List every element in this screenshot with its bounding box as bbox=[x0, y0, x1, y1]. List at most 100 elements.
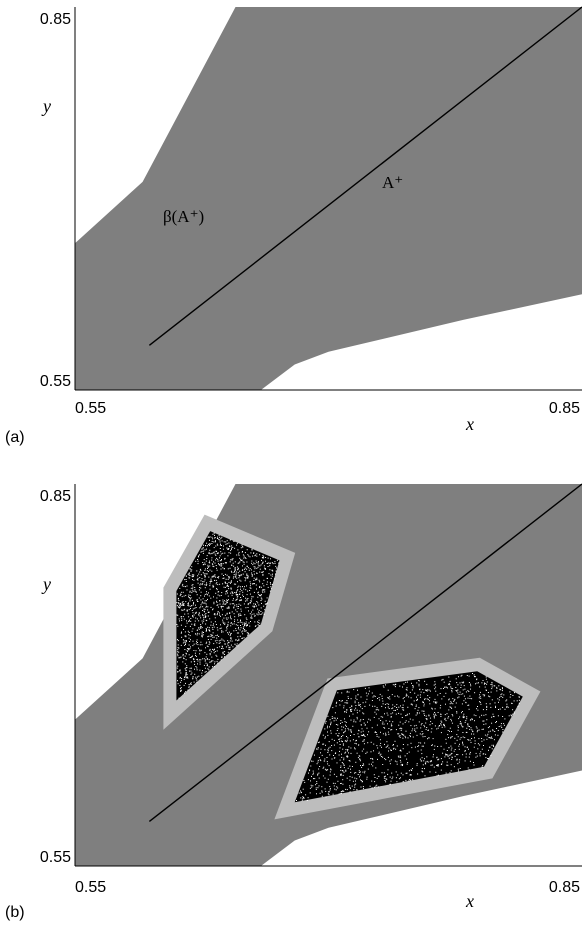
speckle-dot bbox=[179, 676, 181, 678]
speckle-dot bbox=[449, 706, 451, 708]
speckle-dot bbox=[184, 677, 186, 678]
speckle-dot bbox=[441, 698, 443, 700]
speckle-dot bbox=[440, 724, 442, 726]
speckle-dot bbox=[361, 728, 363, 730]
speckle-dot bbox=[224, 573, 226, 575]
speckle-dot bbox=[476, 731, 478, 733]
speckle-dot bbox=[250, 621, 251, 622]
speckle-dot bbox=[457, 736, 459, 738]
speckle-dot bbox=[231, 559, 233, 561]
speckle-dot bbox=[410, 742, 412, 744]
speckle-dot bbox=[373, 774, 375, 776]
speckle-dot bbox=[468, 682, 470, 683]
speckle-dot bbox=[482, 720, 484, 722]
speckle-dot bbox=[324, 768, 326, 770]
speckle-dot bbox=[412, 736, 414, 738]
speckle-dot bbox=[237, 608, 239, 609]
speckle-dot bbox=[199, 615, 201, 617]
speckle-dot bbox=[198, 628, 200, 630]
speckle-dot bbox=[410, 725, 412, 727]
speckle-dot bbox=[246, 549, 248, 551]
speckle-dot bbox=[212, 660, 214, 662]
speckle-dot bbox=[199, 571, 201, 573]
speckle-dot bbox=[197, 632, 199, 634]
speckle-dot bbox=[477, 729, 479, 731]
speckle-dot bbox=[494, 731, 496, 732]
speckle-dot bbox=[179, 684, 181, 686]
speckle-dot bbox=[345, 749, 347, 751]
speckle-dot bbox=[315, 784, 317, 786]
speckle-dot bbox=[362, 734, 364, 736]
speckle-dot bbox=[345, 730, 346, 732]
speckle-dot bbox=[345, 724, 346, 726]
speckle-dot bbox=[347, 737, 349, 739]
speckle-dot bbox=[206, 593, 208, 595]
speckle-dot bbox=[435, 690, 437, 692]
speckle-dot bbox=[363, 739, 365, 741]
speckle-dot bbox=[478, 729, 480, 731]
speckle-dot bbox=[327, 769, 329, 771]
speckle-dot bbox=[259, 571, 261, 573]
speckle-dot bbox=[472, 673, 473, 674]
speckle-dot bbox=[445, 753, 447, 755]
speckle-dot bbox=[253, 583, 255, 585]
speckle-dot bbox=[193, 659, 195, 661]
speckle-dot bbox=[445, 720, 447, 722]
speckle-dot bbox=[240, 610, 242, 612]
speckle-dot bbox=[331, 716, 333, 718]
speckle-dot bbox=[185, 581, 187, 582]
speckle-dot bbox=[496, 728, 497, 729]
speckle-dot bbox=[223, 586, 225, 588]
speckle-dot bbox=[444, 714, 446, 716]
speckle-dot bbox=[202, 572, 204, 574]
speckle-dot bbox=[440, 758, 442, 760]
speckle-dot bbox=[388, 728, 390, 729]
speckle-dot bbox=[341, 726, 343, 728]
speckle-dot bbox=[195, 591, 197, 593]
speckle-dot bbox=[257, 621, 259, 623]
speckle-dot bbox=[241, 599, 242, 601]
speckle-dot bbox=[236, 590, 238, 592]
speckle-dot bbox=[214, 574, 216, 576]
speckle-dot bbox=[253, 606, 255, 608]
speckle-dot bbox=[197, 563, 199, 565]
speckle-dot bbox=[307, 779, 309, 781]
speckle-dot bbox=[261, 613, 263, 615]
speckle-dot bbox=[332, 793, 334, 795]
speckle-dot bbox=[370, 751, 372, 753]
speckle-dot bbox=[223, 602, 225, 604]
speckle-dot bbox=[250, 552, 252, 554]
speckle-dot bbox=[333, 720, 335, 722]
speckle-dot bbox=[196, 629, 198, 631]
speckle-dot bbox=[386, 712, 388, 714]
speckle-dot bbox=[190, 670, 192, 672]
speckle-dot bbox=[450, 687, 452, 689]
speckle-dot bbox=[419, 696, 421, 698]
speckle-dot bbox=[424, 762, 426, 764]
speckle-dot bbox=[468, 675, 470, 677]
speckle-dot bbox=[191, 672, 193, 674]
speckle-dot bbox=[379, 754, 381, 756]
speckle-dot bbox=[229, 545, 231, 547]
speckle-dot bbox=[258, 609, 260, 611]
speckle-dot bbox=[187, 573, 189, 575]
speckle-dot bbox=[224, 651, 226, 653]
speckle-dot bbox=[340, 767, 342, 768]
speckle-dot bbox=[346, 750, 348, 752]
speckle-dot bbox=[247, 576, 249, 578]
speckle-dot bbox=[474, 737, 475, 739]
speckle-dot bbox=[394, 740, 396, 742]
speckle-dot bbox=[469, 698, 471, 699]
speckle-dot bbox=[414, 708, 416, 710]
speckle-dot bbox=[206, 653, 208, 655]
speckle-dot bbox=[361, 708, 363, 710]
speckle-dot bbox=[219, 555, 221, 557]
speckle-dot bbox=[475, 715, 477, 717]
speckle-dot bbox=[216, 614, 218, 616]
speckle-dot bbox=[219, 628, 221, 630]
speckle-dot bbox=[270, 583, 271, 585]
speckle-dot bbox=[446, 761, 448, 763]
speckle-dot bbox=[236, 596, 238, 598]
speckle-dot bbox=[187, 677, 189, 679]
speckle-dot bbox=[230, 632, 232, 634]
